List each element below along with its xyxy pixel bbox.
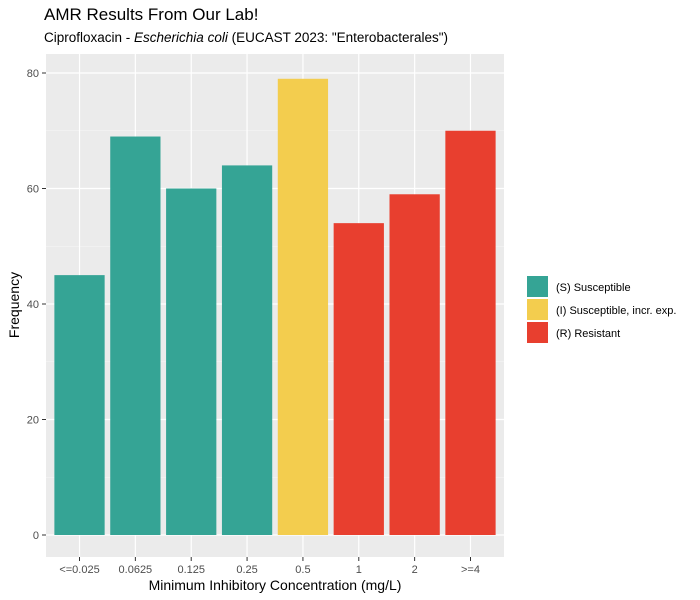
chart-subtitle: Ciprofloxacin - Escherichia coli (EUCAST… [44, 30, 448, 45]
y-tick-label: 0 [33, 530, 39, 542]
bar-7 [445, 130, 496, 535]
legend-label-S: (S) Susceptible [556, 282, 631, 294]
bar-1 [110, 136, 161, 535]
bar-5 [333, 223, 384, 535]
subtitle-prefix: Ciprofloxacin - [44, 30, 134, 45]
bar-3 [221, 165, 273, 535]
bar-4 [277, 78, 329, 536]
y-tick-label: 20 [27, 415, 39, 427]
x-axis-title: Minimum Inhibitory Concentration (mg/L) [149, 577, 402, 593]
y-tick-label: 40 [27, 299, 39, 311]
x-tick-label: >=4 [461, 564, 480, 576]
legend-key-S [527, 276, 548, 297]
x-tick-label: 1 [356, 564, 362, 576]
y-axis-title: Frequency [6, 272, 22, 338]
x-tick-label: 0.0625 [119, 564, 153, 576]
x-tick-label: 0.25 [236, 564, 257, 576]
bar-0 [54, 275, 105, 535]
x-tick-label: 0.125 [177, 564, 205, 576]
legend-label-I: (I) Susceptible, incr. exp. [556, 305, 676, 317]
x-axis: <=0.025 0.0625 0.125 0.25 0.5 1 2 >=4 [59, 557, 480, 576]
x-tick-label: 2 [412, 564, 418, 576]
chart-title: AMR Results From Our Lab! [44, 5, 258, 24]
bars [54, 78, 496, 536]
bar-6 [389, 194, 440, 535]
legend-key-I [527, 299, 548, 320]
legend-label-R: (R) Resistant [556, 328, 620, 340]
x-tick-label: <=0.025 [59, 564, 99, 576]
legend: (S) Susceptible (I) Susceptible, incr. ex… [527, 276, 676, 343]
bar-2 [166, 188, 217, 535]
y-tick-label: 80 [27, 68, 39, 80]
subtitle-suffix: (EUCAST 2023: "Enterobacterales") [228, 30, 448, 45]
subtitle-organism: Escherichia coli [134, 30, 229, 45]
y-tick-label: 60 [27, 184, 39, 196]
legend-key-R [527, 322, 548, 343]
x-tick-label: 0.5 [295, 564, 310, 576]
y-axis: 0 20 40 60 80 [27, 68, 46, 542]
